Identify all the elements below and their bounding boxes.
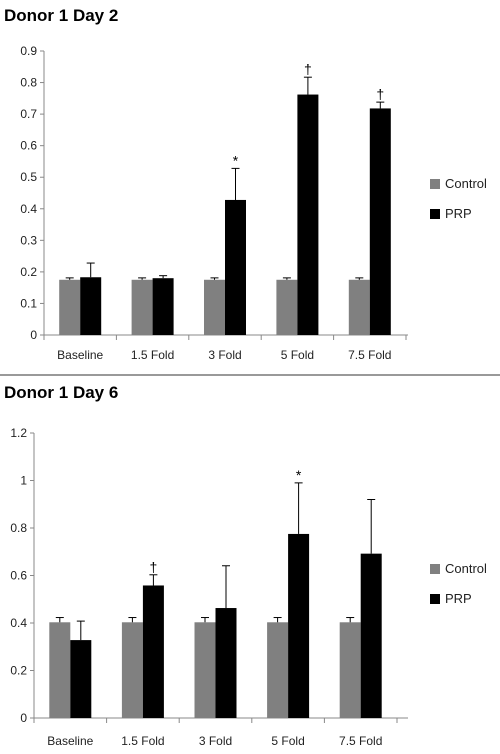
chart-panel-day6: Donor 1 Day 6 0 0.2 0.4 0.6 0.8 1 1.2 Baseline 1… xyxy=(0,377,500,754)
bar-control xyxy=(131,279,153,335)
bar-prp xyxy=(70,640,92,718)
y-tick-label: 1 xyxy=(20,474,27,488)
significance-marker: † xyxy=(150,559,158,575)
y-tick-label: 0 xyxy=(30,328,37,342)
bar-control xyxy=(49,622,71,718)
legend-swatch xyxy=(430,209,440,219)
legend-label: PRP xyxy=(445,591,472,606)
chart-title: Donor 1 Day 2 xyxy=(4,6,119,25)
significance-marker: * xyxy=(233,152,239,168)
chart-title: Donor 1 Day 6 xyxy=(4,383,119,402)
bar-control xyxy=(194,622,216,718)
legend-swatch xyxy=(430,564,440,574)
panel-divider xyxy=(0,374,500,376)
y-tick-label: 0.4 xyxy=(20,202,37,216)
bar-control xyxy=(348,279,370,335)
x-tick-label: Baseline xyxy=(57,348,103,362)
bar-control xyxy=(59,279,81,335)
bar-control xyxy=(339,622,361,718)
x-tick-label: 5 Fold xyxy=(271,734,304,748)
x-tick-label: 3 Fold xyxy=(199,734,232,748)
y-tick-label: 0 xyxy=(20,711,27,725)
bar-chart-day6: 0 0.2 0.4 0.6 0.8 1 1.2 Baseline 1.5 Fold 3 Fold 5… xyxy=(10,426,487,748)
y-tick-label: 0.2 xyxy=(10,664,27,678)
bar-prp xyxy=(80,277,102,335)
bar-prp xyxy=(297,94,319,336)
x-tick-label: 1.5 Fold xyxy=(131,348,174,362)
bar-prp xyxy=(369,108,391,335)
significance-marker: † xyxy=(376,86,384,102)
x-tick-label: 7.5 Fold xyxy=(348,348,391,362)
bar-prp xyxy=(215,608,237,718)
chart-panel-day2: Donor 1 Day 2 0 0.1 0.2 0.3 0.4 0.5 0.6 0.7 0.8 0… xyxy=(0,0,500,376)
x-tick-label: 7.5 Fold xyxy=(339,734,382,748)
legend-label: Control xyxy=(445,561,487,576)
y-tick-label: 0.5 xyxy=(20,170,37,184)
legend-label: Control xyxy=(445,176,487,191)
bar-prp xyxy=(142,585,164,718)
y-tick-label: 1.2 xyxy=(10,426,27,440)
legend-swatch xyxy=(430,594,440,604)
y-tick-label: 0.2 xyxy=(20,265,37,279)
significance-marker: † xyxy=(304,61,312,77)
significance-marker: * xyxy=(296,467,302,483)
bar-prp xyxy=(152,278,174,335)
bar-control xyxy=(121,622,143,718)
y-tick-label: 0.4 xyxy=(10,616,27,630)
bar-prp xyxy=(225,199,246,335)
y-tick-label: 0.6 xyxy=(20,139,37,153)
bar-chart-day2: 0 0.1 0.2 0.3 0.4 0.5 0.6 0.7 0.8 0.9 Baseline 1.5 … xyxy=(20,44,487,362)
bar-control xyxy=(267,622,289,718)
x-tick-label: 1.5 Fold xyxy=(121,734,164,748)
x-tick-label: 3 Fold xyxy=(208,348,241,362)
x-tick-label: Baseline xyxy=(47,734,93,748)
y-tick-label: 0.7 xyxy=(20,107,37,121)
y-tick-label: 0.1 xyxy=(20,296,37,310)
legend-label: PRP xyxy=(445,206,472,221)
y-tick-label: 0.8 xyxy=(10,521,27,535)
y-tick-label: 0.8 xyxy=(20,76,37,90)
y-tick-label: 0.3 xyxy=(20,233,37,247)
bar-prp xyxy=(360,553,382,718)
y-tick-label: 0.6 xyxy=(10,569,27,583)
legend-swatch xyxy=(430,179,440,189)
bar-control xyxy=(204,279,225,335)
y-tick-label: 0.9 xyxy=(20,44,37,58)
bar-control xyxy=(276,279,298,335)
bar-prp xyxy=(288,533,310,718)
x-tick-label: 5 Fold xyxy=(281,348,314,362)
